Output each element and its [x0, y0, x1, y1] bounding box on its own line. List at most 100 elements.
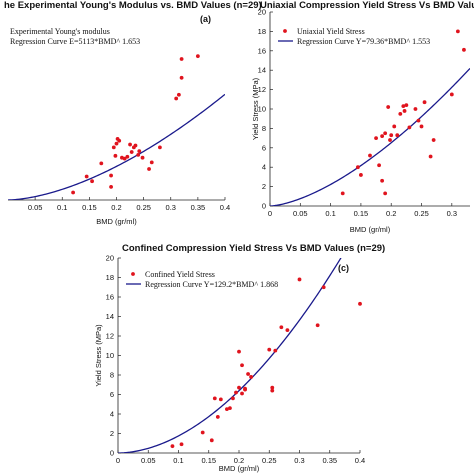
- data-point: [174, 96, 179, 101]
- data-point: [218, 397, 223, 402]
- data-point: [428, 154, 433, 159]
- chart-panel-c: Confined Compression Yield Stress Vs BMD…: [94, 243, 385, 473]
- data-point: [215, 415, 220, 419]
- data-point: [377, 163, 381, 168]
- chart-panel-a: he Experimental Young's Modulus vs. BMD …: [4, 0, 262, 226]
- data-point: [99, 161, 104, 166]
- y-tick-label: 8: [110, 371, 114, 380]
- data-point: [404, 103, 409, 108]
- x-tick-label: 0.2: [234, 456, 244, 465]
- x-tick-label: 0: [268, 209, 272, 218]
- data-point: [407, 125, 412, 130]
- data-point: [122, 156, 127, 161]
- chart-title: Confined Compression Yield Stress Vs BMD…: [122, 243, 385, 254]
- data-point: [422, 100, 427, 105]
- data-point: [380, 134, 385, 139]
- x-tick-label: 0.25: [414, 209, 429, 218]
- data-point: [237, 349, 241, 354]
- data-point: [455, 29, 460, 34]
- data-point: [383, 131, 388, 136]
- data-point: [231, 396, 235, 401]
- y-tick-label: 20: [106, 254, 114, 263]
- data-point: [109, 173, 113, 178]
- x-tick-label: 0.4: [355, 456, 365, 465]
- data-point: [368, 153, 372, 158]
- data-point: [225, 407, 229, 412]
- data-point: [128, 142, 132, 147]
- data-point: [273, 348, 278, 353]
- y-axis-label: Yield Stress (MPa): [94, 324, 103, 387]
- data-point: [462, 47, 466, 52]
- y-tick-label: 16: [258, 46, 266, 55]
- data-point: [395, 133, 400, 138]
- data-point: [179, 442, 184, 447]
- data-point: [212, 396, 217, 401]
- legend-entry: Experimental Young's modulus: [10, 27, 110, 36]
- data-point: [109, 184, 113, 189]
- chart-title: he Experimental Young's Modulus vs. BMD …: [4, 0, 262, 11]
- data-point: [297, 277, 302, 282]
- data-point: [114, 141, 119, 146]
- data-point: [111, 145, 116, 150]
- data-point: [179, 57, 184, 61]
- data-point: [419, 124, 424, 129]
- x-tick-label: 0.2: [111, 203, 121, 212]
- data-point: [246, 372, 250, 376]
- data-point: [137, 149, 142, 154]
- x-tick-label: 0.25: [136, 203, 151, 212]
- y-tick-label: 6: [262, 143, 266, 152]
- data-point: [383, 191, 388, 196]
- data-point: [340, 191, 345, 196]
- data-point: [140, 155, 145, 160]
- data-point: [270, 388, 275, 393]
- data-point: [358, 301, 362, 306]
- data-point: [237, 385, 241, 390]
- y-tick-label: 0: [262, 202, 266, 211]
- x-tick-label: 0.25: [262, 456, 277, 465]
- data-point: [321, 285, 326, 290]
- y-tick-label: 20: [258, 8, 266, 17]
- panel-label: (a): [200, 14, 211, 24]
- regression-curve: [118, 258, 342, 453]
- data-point: [267, 347, 272, 352]
- data-point: [270, 385, 275, 390]
- y-tick-label: 10: [258, 105, 266, 114]
- y-tick-label: 8: [262, 124, 266, 133]
- legend-entry: Regression Curve Y=129.2*BMD^ 1.868: [145, 280, 278, 289]
- data-point: [133, 143, 138, 148]
- data-point: [240, 363, 244, 368]
- data-point: [285, 328, 290, 333]
- data-point: [431, 138, 436, 142]
- legend-entry: Regression Curve Y=79.36*BMD^ 1.553: [297, 37, 430, 46]
- data-point: [413, 107, 418, 111]
- x-tick-label: 0.3: [166, 203, 176, 212]
- x-tick-label: 0.35: [191, 203, 206, 212]
- regression-curve: [270, 67, 470, 206]
- x-tick-label: 0.15: [82, 203, 97, 212]
- legend-entry: Uniaxial Yield Stress: [297, 27, 365, 36]
- x-axis-label: BMD (gr/ml): [219, 464, 260, 473]
- y-tick-label: 16: [106, 293, 114, 302]
- y-tick-label: 6: [110, 390, 114, 399]
- x-tick-label: 0.1: [57, 203, 67, 212]
- data-point: [402, 109, 407, 113]
- chart-panel-b: Uniaxial Compression Yield Stress Vs BMD…: [251, 0, 474, 234]
- data-point: [401, 104, 406, 108]
- x-axis-label: BMD (gr/ml): [96, 217, 137, 226]
- data-point: [392, 124, 397, 129]
- y-tick-label: 2: [262, 182, 266, 191]
- data-point: [234, 390, 238, 395]
- x-tick-label: 0.4: [220, 203, 230, 212]
- data-point: [243, 386, 247, 391]
- data-point: [136, 152, 141, 157]
- data-point: [147, 167, 151, 171]
- data-point: [380, 178, 385, 183]
- data-point: [170, 444, 175, 449]
- y-tick-label: 14: [106, 312, 114, 321]
- x-tick-label: 0.05: [141, 456, 156, 465]
- y-tick-label: 12: [258, 85, 266, 94]
